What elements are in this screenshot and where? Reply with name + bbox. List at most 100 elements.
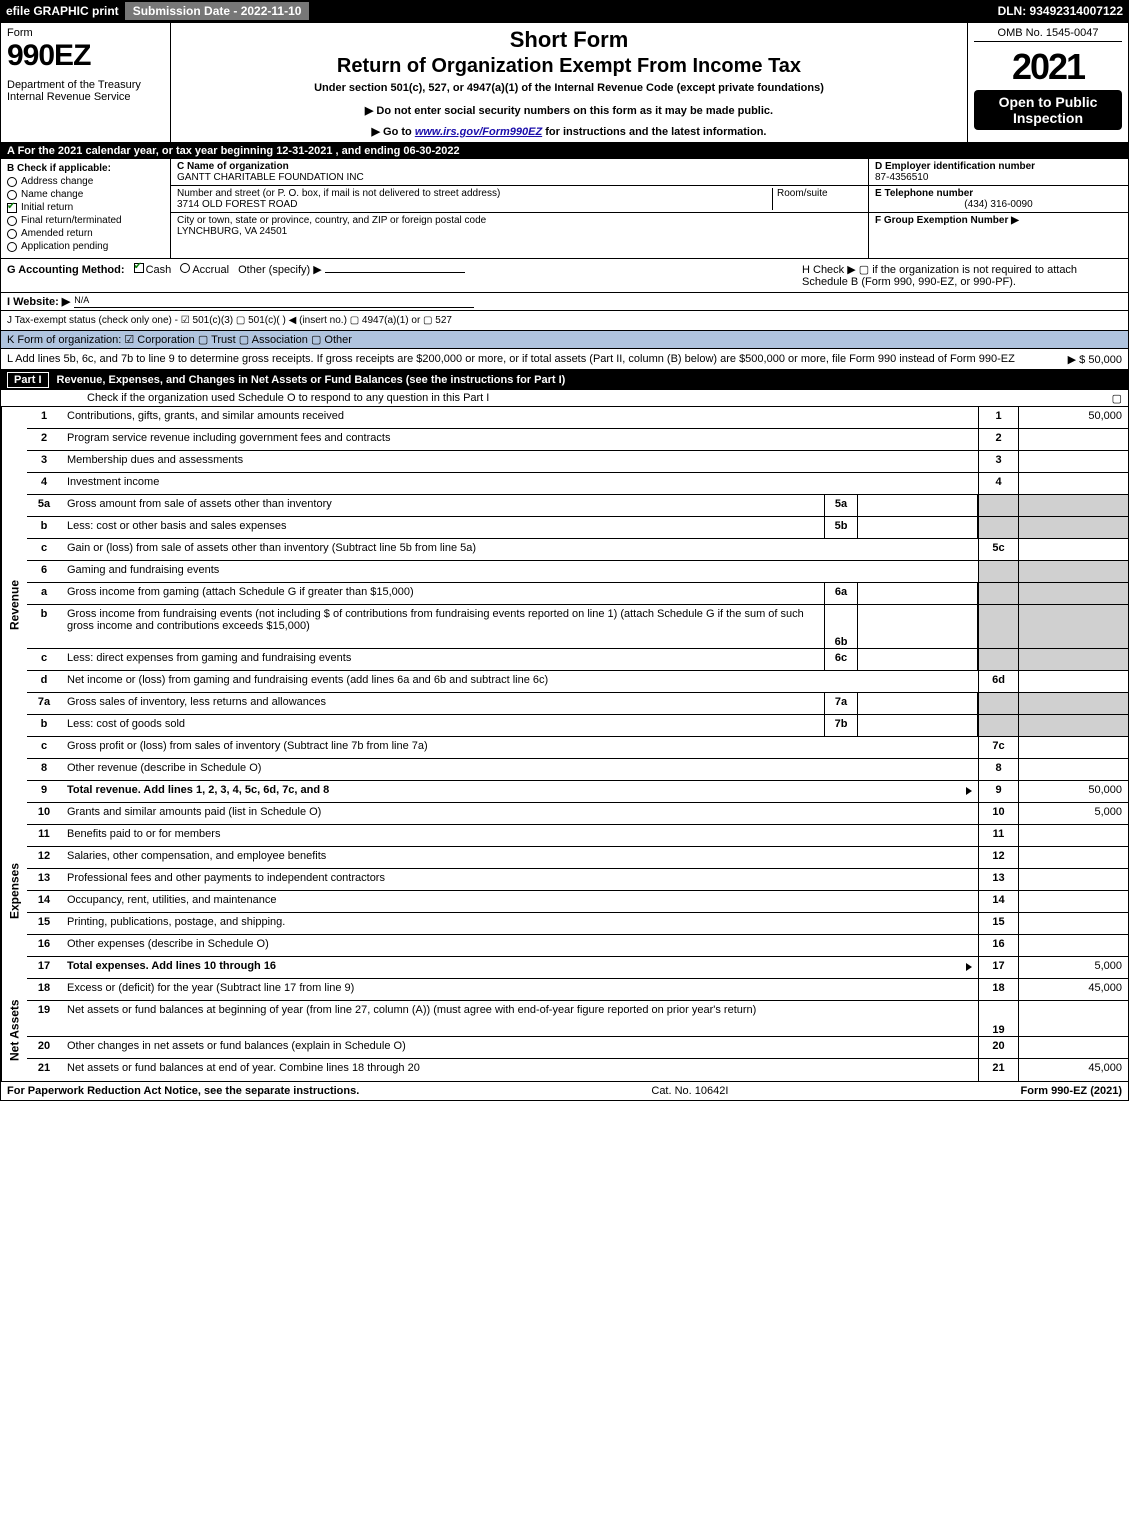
chk-name-change[interactable]: Name change bbox=[7, 189, 164, 200]
line-13: 13Professional fees and other payments t… bbox=[27, 869, 1128, 891]
line-3: 3Membership dues and assessments3 bbox=[27, 451, 1128, 473]
header-right: OMB No. 1545-0047 2021 Open to Public In… bbox=[968, 23, 1128, 142]
line-4: 4Investment income4 bbox=[27, 473, 1128, 495]
part-1-title: Revenue, Expenses, and Changes in Net As… bbox=[57, 374, 566, 386]
e-phone: E Telephone number (434) 316-0090 bbox=[869, 186, 1128, 213]
form-code: 990EZ bbox=[7, 39, 164, 73]
line-9: 9Total revenue. Add lines 1, 2, 3, 4, 5c… bbox=[27, 781, 1128, 803]
line-18: 18Excess or (deficit) for the year (Subt… bbox=[27, 979, 1128, 1001]
chk-final-return[interactable]: Final return/terminated bbox=[7, 215, 164, 226]
g-accounting: G Accounting Method: Cash Accrual Other … bbox=[7, 263, 802, 288]
footer-cat: Cat. No. 10642I bbox=[651, 1085, 728, 1097]
line-7c: cGross profit or (loss) from sales of in… bbox=[27, 737, 1128, 759]
do-not-enter: ▶ Do not enter social security numbers o… bbox=[179, 104, 959, 117]
chk-amended-return[interactable]: Amended return bbox=[7, 228, 164, 239]
col-c-org: C Name of organization GANTT CHARITABLE … bbox=[171, 159, 868, 258]
block-b-c-def: B Check if applicable: Address change Na… bbox=[1, 159, 1128, 259]
expenses-section: Expenses 10Grants and similar amounts pa… bbox=[1, 803, 1128, 979]
row-k-form-org: K Form of organization: ☑ Corporation ▢ … bbox=[1, 331, 1128, 349]
f-label: F Group Exemption Number ▶ bbox=[875, 215, 1122, 226]
line-2: 2Program service revenue including gover… bbox=[27, 429, 1128, 451]
row-j-tax-status: J Tax-exempt status (check only one) - ☑… bbox=[1, 311, 1128, 331]
line-11: 11Benefits paid to or for members11 bbox=[27, 825, 1128, 847]
under-section: Under section 501(c), 527, or 4947(a)(1)… bbox=[179, 82, 959, 94]
line-10: 10Grants and similar amounts paid (list … bbox=[27, 803, 1128, 825]
line-21: 21Net assets or fund balances at end of … bbox=[27, 1059, 1128, 1081]
expenses-vertical-label: Expenses bbox=[1, 803, 27, 979]
chk-application-pending[interactable]: Application pending bbox=[7, 241, 164, 252]
line-14: 14Occupancy, rent, utilities, and mainte… bbox=[27, 891, 1128, 913]
col-b-checkboxes: B Check if applicable: Address change Na… bbox=[1, 159, 171, 258]
phone-value: (434) 316-0090 bbox=[875, 199, 1122, 210]
goto-suffix: for instructions and the latest informat… bbox=[542, 126, 766, 138]
submission-date: Submission Date - 2022-11-10 bbox=[125, 2, 310, 20]
l-amount: ▶ $ 50,000 bbox=[1068, 353, 1122, 366]
part-1-label: Part I bbox=[7, 372, 49, 388]
col-def-ids: D Employer identification number 87-4356… bbox=[868, 159, 1128, 258]
return-title: Return of Organization Exempt From Incom… bbox=[179, 55, 959, 78]
page-footer: For Paperwork Reduction Act Notice, see … bbox=[1, 1081, 1128, 1100]
row-g-h: G Accounting Method: Cash Accrual Other … bbox=[1, 259, 1128, 293]
line-15: 15Printing, publications, postage, and s… bbox=[27, 913, 1128, 935]
line-7a: 7aGross sales of inventory, less returns… bbox=[27, 693, 1128, 715]
line-16: 16Other expenses (describe in Schedule O… bbox=[27, 935, 1128, 957]
line-6a: aGross income from gaming (attach Schedu… bbox=[27, 583, 1128, 605]
line-1: 1Contributions, gifts, grants, and simil… bbox=[27, 407, 1128, 429]
line-19: 19Net assets or fund balances at beginni… bbox=[27, 1001, 1128, 1037]
org-street-row: Number and street (or P. O. box, if mail… bbox=[171, 186, 868, 213]
form-word: Form bbox=[7, 27, 164, 39]
chk-initial-return[interactable]: Initial return bbox=[7, 202, 164, 213]
c-label: C Name of organization bbox=[177, 161, 364, 172]
goto-prefix: ▶ Go to bbox=[372, 126, 415, 138]
f-group: F Group Exemption Number ▶ bbox=[869, 213, 1128, 228]
row-a-tax-year: A For the 2021 calendar year, or tax yea… bbox=[1, 143, 1128, 159]
org-name: GANTT CHARITABLE FOUNDATION INC bbox=[177, 172, 364, 183]
line-6: 6Gaming and fundraising events bbox=[27, 561, 1128, 583]
line-6b: bGross income from fundraising events (n… bbox=[27, 605, 1128, 649]
h-check: H Check ▶ ▢ if the organization is not r… bbox=[802, 263, 1122, 288]
line-5a: 5aGross amount from sale of assets other… bbox=[27, 495, 1128, 517]
tax-year: 2021 bbox=[974, 46, 1122, 88]
website-value: N/A bbox=[74, 295, 474, 308]
org-city: LYNCHBURG, VA 24501 bbox=[177, 226, 486, 237]
line-17: 17Total expenses. Add lines 10 through 1… bbox=[27, 957, 1128, 979]
room-suite-label: Room/suite bbox=[772, 188, 862, 210]
ein-value: 87-4356510 bbox=[875, 172, 1122, 183]
line-20: 20Other changes in net assets or fund ba… bbox=[27, 1037, 1128, 1059]
footer-left: For Paperwork Reduction Act Notice, see … bbox=[7, 1085, 359, 1097]
top-bar: efile GRAPHIC print Submission Date - 20… bbox=[0, 0, 1129, 22]
line-5c: cGain or (loss) from sale of assets othe… bbox=[27, 539, 1128, 561]
line-6d: dNet income or (loss) from gaming and fu… bbox=[27, 671, 1128, 693]
dln-label: DLN: 93492314007122 bbox=[992, 4, 1129, 18]
d-label: D Employer identification number bbox=[875, 161, 1122, 172]
org-city-row: City or town, state or province, country… bbox=[171, 213, 868, 239]
net-assets-vertical-label: Net Assets bbox=[1, 979, 27, 1081]
row-i-website: I Website: ▶ N/A bbox=[1, 293, 1128, 311]
revenue-vertical-label: Revenue bbox=[1, 407, 27, 803]
omb-number: OMB No. 1545-0047 bbox=[974, 27, 1122, 42]
department-label: Department of the Treasury Internal Reve… bbox=[7, 79, 164, 103]
irs-link[interactable]: www.irs.gov/Form990EZ bbox=[415, 126, 542, 138]
net-assets-section: Net Assets 18Excess or (deficit) for the… bbox=[1, 979, 1128, 1081]
street-label: Number and street (or P. O. box, if mail… bbox=[177, 188, 772, 199]
b-label: B Check if applicable: bbox=[7, 163, 164, 174]
footer-form: Form 990-EZ (2021) bbox=[1021, 1085, 1122, 1097]
open-to-public: Open to Public Inspection bbox=[974, 90, 1122, 130]
city-label: City or town, state or province, country… bbox=[177, 215, 486, 226]
efile-label: efile GRAPHIC print bbox=[0, 4, 125, 18]
line-7b: bLess: cost of goods sold7b bbox=[27, 715, 1128, 737]
line-12: 12Salaries, other compensation, and empl… bbox=[27, 847, 1128, 869]
short-form-title: Short Form bbox=[179, 27, 959, 53]
row-l-gross-receipts: L Add lines 5b, 6c, and 7b to line 9 to … bbox=[1, 349, 1128, 370]
e-label: E Telephone number bbox=[875, 188, 1122, 199]
chk-address-change[interactable]: Address change bbox=[7, 176, 164, 187]
org-street: 3714 OLD FOREST ROAD bbox=[177, 199, 772, 210]
header-left: Form 990EZ Department of the Treasury In… bbox=[1, 23, 171, 142]
goto-line: ▶ Go to www.irs.gov/Form990EZ for instru… bbox=[179, 125, 959, 138]
line-8: 8Other revenue (describe in Schedule O)8 bbox=[27, 759, 1128, 781]
org-name-row: C Name of organization GANTT CHARITABLE … bbox=[171, 159, 868, 186]
header-center: Short Form Return of Organization Exempt… bbox=[171, 23, 968, 142]
part-1-sub: Check if the organization used Schedule … bbox=[1, 390, 1128, 407]
revenue-section: Revenue 1Contributions, gifts, grants, a… bbox=[1, 407, 1128, 803]
part-1-header: Part I Revenue, Expenses, and Changes in… bbox=[1, 370, 1128, 390]
